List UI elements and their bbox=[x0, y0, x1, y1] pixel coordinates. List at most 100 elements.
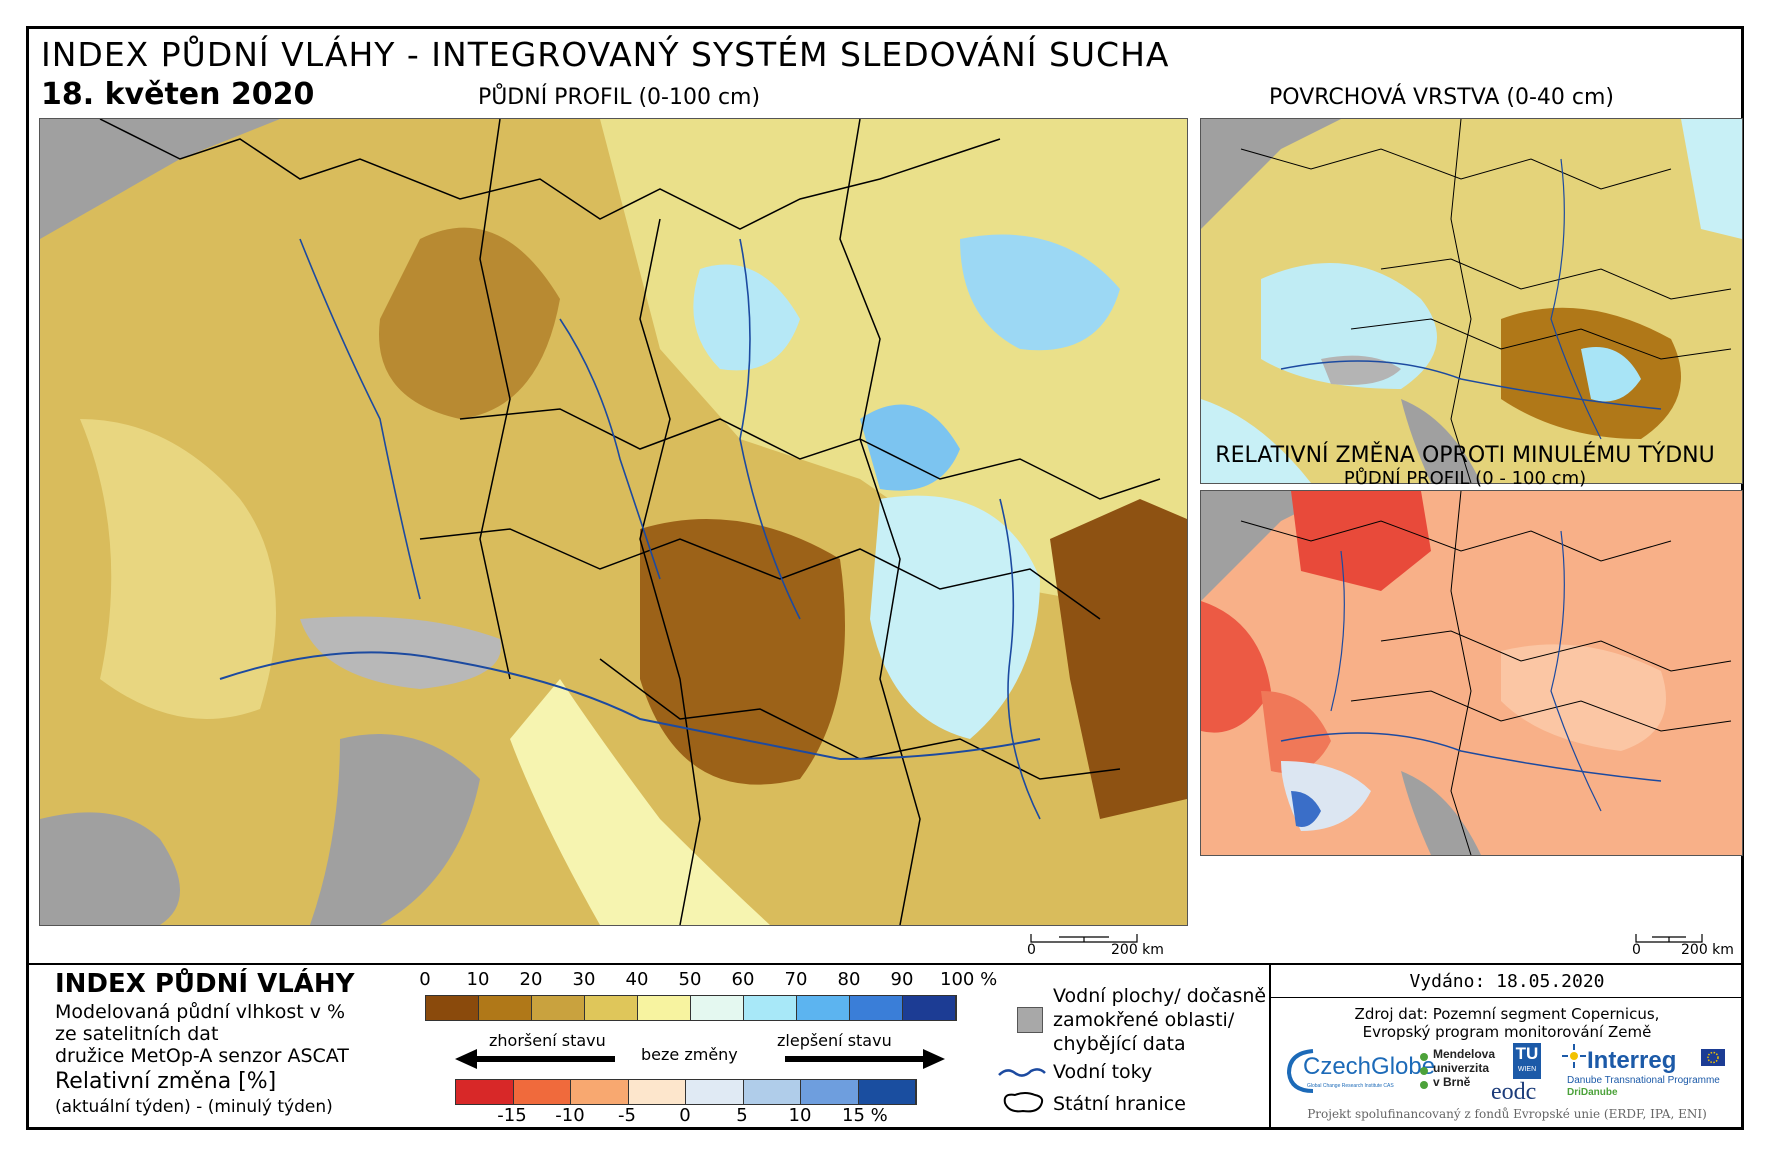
index-color-swatch bbox=[532, 996, 585, 1020]
change-tick: -5 bbox=[618, 1105, 636, 1126]
change-color-swatch bbox=[513, 1080, 571, 1104]
small-scale-label: 200 km bbox=[1681, 942, 1734, 958]
change-map-canvas bbox=[1201, 491, 1742, 855]
legend-footer-divider bbox=[1269, 963, 1271, 1127]
borders-label: Státní hranice bbox=[1053, 1093, 1186, 1115]
mendel-logo-dots-icon bbox=[1417, 1051, 1431, 1101]
eu-flag-icon bbox=[1701, 1049, 1725, 1066]
nochange-label: beze změny bbox=[641, 1045, 738, 1064]
index-tick: 70 bbox=[784, 969, 808, 990]
legend-title: INDEX PŮDNÍ VLÁHY bbox=[55, 969, 355, 999]
rivers-label: Vodní toky bbox=[1053, 1061, 1153, 1083]
main-scale-bar bbox=[1029, 929, 1139, 943]
water-label-3: chybějící data bbox=[1053, 1033, 1186, 1055]
main-scale-label: 200 km bbox=[1111, 942, 1164, 958]
index-tick: 0 bbox=[419, 969, 431, 990]
change-tick: 10 bbox=[788, 1105, 812, 1126]
date-label: 18. květen 2020 bbox=[41, 77, 315, 112]
change-color-scale bbox=[455, 1079, 917, 1105]
change-color-swatch bbox=[801, 1080, 859, 1104]
index-tick: 10 bbox=[466, 969, 490, 990]
main-scale-zero: 0 bbox=[1027, 942, 1036, 958]
small-scale-zero: 0 bbox=[1632, 942, 1641, 958]
change-map-subtitle: PŮDNÍ PROFIL (0 - 100 cm) bbox=[1343, 468, 1587, 489]
index-color-swatch bbox=[426, 996, 479, 1020]
main-scale-bar-graphic bbox=[1030, 934, 1138, 943]
index-color-swatch bbox=[850, 996, 903, 1020]
change-arrows bbox=[455, 1047, 945, 1071]
index-tick: 50 bbox=[678, 969, 702, 990]
legend-desc-2: ze satelitních dat bbox=[55, 1023, 219, 1045]
index-color-swatch bbox=[638, 996, 691, 1020]
czechglobe-logo-sub: Global Change Research Institute CAS bbox=[1307, 1083, 1394, 1089]
legend-top-border bbox=[29, 963, 1741, 965]
interreg-logo-icon bbox=[1561, 1043, 1587, 1069]
change-color-swatch bbox=[571, 1080, 629, 1104]
change-tick: -10 bbox=[555, 1105, 585, 1126]
index-tick: 60 bbox=[731, 969, 755, 990]
change-tick: 5 bbox=[736, 1105, 748, 1126]
source-line-2: Evropský program monitorování Země bbox=[1362, 1023, 1652, 1041]
index-color-swatch bbox=[585, 996, 638, 1020]
figure-frame: INDEX PŮDNÍ VLÁHY - INTEGROVANÝ SYSTÉM S… bbox=[26, 26, 1744, 1130]
czechglobe-logo: CzechGlobe bbox=[1303, 1053, 1436, 1080]
czechglobe-logo-icon bbox=[1283, 1043, 1317, 1095]
water-label-2: zamokřené oblasti/ bbox=[1053, 1009, 1235, 1031]
index-tick: 90 bbox=[890, 969, 914, 990]
index-tick: 20 bbox=[519, 969, 543, 990]
eodc-logo: eodc bbox=[1491, 1079, 1537, 1105]
index-color-swatch bbox=[903, 996, 956, 1020]
change-map bbox=[1200, 490, 1743, 856]
change-tick: -15 bbox=[497, 1105, 527, 1126]
index-tick: 30 bbox=[572, 969, 596, 990]
interreg-logo-sub-2: DriDanube bbox=[1567, 1087, 1618, 1098]
index-color-swatch bbox=[479, 996, 532, 1020]
mendel-logo-1: Mendelova bbox=[1433, 1047, 1496, 1061]
tu-wien-logo-1: TU bbox=[1515, 1044, 1539, 1063]
small-scale-bar bbox=[1634, 929, 1704, 943]
surface-map-title: POVRCHOVÁ VRSTVA (0-40 cm) bbox=[1269, 85, 1614, 110]
mendel-logo-2: univerzita bbox=[1433, 1061, 1490, 1075]
issued-underline bbox=[1271, 997, 1741, 998]
main-title: INDEX PŮDNÍ VLÁHY - INTEGROVANÝ SYSTÉM S… bbox=[41, 35, 1170, 74]
border-outline-icon bbox=[999, 1089, 1047, 1115]
legend-desc-1: Modelovaná půdní vlhkost v % bbox=[55, 1001, 346, 1023]
change-legend-title: Relativní změna [%] bbox=[55, 1069, 277, 1094]
main-map-title: PŮDNÍ PROFIL (0-100 cm) bbox=[477, 85, 761, 110]
worse-arrow-icon bbox=[455, 1049, 615, 1069]
index-tick: 40 bbox=[625, 969, 649, 990]
surface-map bbox=[1200, 118, 1743, 484]
worse-label: zhoršení stavu bbox=[489, 1031, 606, 1050]
tu-wien-logo-2: WIEN bbox=[1517, 1066, 1537, 1073]
change-legend-desc: (aktuální týden) - (minulý týden) bbox=[55, 1097, 333, 1117]
interreg-logo-sub-1: Danube Transnational Programme bbox=[1567, 1075, 1720, 1086]
funding-note: Projekt spolufinancovaný z fondů Evropsk… bbox=[1307, 1107, 1707, 1121]
river-line-icon bbox=[997, 1065, 1047, 1081]
change-tick: 15 % bbox=[842, 1105, 888, 1126]
mendel-logo-3: v Brně bbox=[1433, 1075, 1471, 1089]
change-tick-labels: -15 -10 -5 0 5 10 15 % bbox=[455, 1105, 915, 1129]
issued-date: Vydáno: 18.05.2020 bbox=[1409, 971, 1605, 992]
water-label-1: Vodní plochy/ dočasně bbox=[1053, 985, 1267, 1007]
index-tick: 80 bbox=[837, 969, 861, 990]
better-arrow-icon bbox=[785, 1049, 945, 1069]
index-tick: 100 % bbox=[940, 969, 998, 990]
index-color-swatch bbox=[691, 996, 744, 1020]
interreg-logo: Interreg bbox=[1587, 1047, 1677, 1074]
missing-data-swatch bbox=[1017, 1007, 1043, 1033]
change-color-swatch bbox=[628, 1080, 686, 1104]
tu-wien-logo: TU WIEN bbox=[1513, 1043, 1541, 1079]
change-color-swatch bbox=[686, 1080, 744, 1104]
small-scale-bar-graphic bbox=[1635, 934, 1703, 943]
change-map-title: RELATIVNÍ ZMĚNA OPROTI MINULÉMU TÝDNU bbox=[1215, 443, 1715, 468]
index-color-swatch bbox=[744, 996, 797, 1020]
main-map bbox=[39, 118, 1188, 926]
surface-map-canvas bbox=[1201, 119, 1742, 483]
main-map-canvas bbox=[40, 119, 1187, 925]
legend-desc-3: družice MetOp-A senzor ASCAT bbox=[55, 1045, 349, 1067]
index-color-swatch bbox=[797, 996, 850, 1020]
better-label: zlepšení stavu bbox=[777, 1031, 892, 1050]
change-color-swatch bbox=[858, 1080, 916, 1104]
change-tick: 0 bbox=[679, 1105, 691, 1126]
change-arrows-graphic bbox=[455, 1049, 945, 1069]
